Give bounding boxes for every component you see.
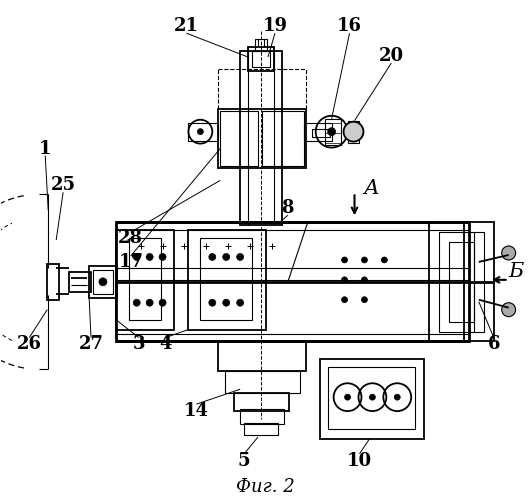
Bar [449,242,474,322]
Bar [324,118,340,144]
Text: 14: 14 [184,402,209,420]
Text: А: А [364,179,379,198]
Bar [89,266,117,298]
Text: 8: 8 [281,199,294,217]
Circle shape [370,394,375,400]
Bar [220,111,258,166]
Bar [116,222,469,342]
Circle shape [222,299,230,306]
Circle shape [341,296,348,302]
Text: 28: 28 [118,229,143,247]
Bar [240,409,284,424]
Text: 5: 5 [238,452,251,470]
Bar [200,238,252,320]
Bar [218,342,306,372]
Circle shape [146,299,153,306]
Text: Б: Б [508,262,523,281]
Bar [69,272,91,292]
Text: 25: 25 [50,176,76,194]
Bar [129,238,160,320]
Bar [320,360,424,439]
Text: 16: 16 [337,17,362,35]
Text: 1: 1 [39,140,52,158]
Text: 4: 4 [159,336,172,353]
Bar [429,222,494,342]
Bar [304,122,332,140]
Circle shape [341,277,348,283]
Bar [262,111,304,166]
Bar [240,51,282,225]
Bar [328,368,415,429]
Bar [244,423,278,435]
Circle shape [344,122,363,142]
Text: 21: 21 [174,17,199,35]
Circle shape [133,254,140,260]
Bar [225,372,300,393]
Circle shape [345,394,350,400]
Text: 20: 20 [379,47,404,65]
Bar [439,232,484,332]
Circle shape [362,277,367,283]
Circle shape [99,278,107,286]
Bar [348,120,359,142]
Text: Фиг. 2: Фиг. 2 [236,478,294,496]
Circle shape [502,302,516,316]
Circle shape [381,257,387,263]
Circle shape [362,296,367,302]
Bar [47,264,59,300]
Bar [116,230,174,330]
Circle shape [209,299,216,306]
Bar [234,393,289,411]
Bar [93,270,113,294]
Circle shape [146,254,153,260]
Text: 17: 17 [118,253,143,271]
Text: 3: 3 [132,336,145,353]
Circle shape [237,299,244,306]
Circle shape [222,254,230,260]
Circle shape [198,128,203,134]
Text: 27: 27 [79,336,104,353]
Circle shape [395,394,400,400]
Text: 19: 19 [262,17,287,35]
Text: 6: 6 [487,336,500,353]
Bar [218,109,306,168]
Bar [189,230,266,330]
Bar [248,47,274,71]
Bar [189,122,218,140]
Circle shape [209,254,216,260]
Circle shape [341,257,348,263]
Circle shape [237,254,244,260]
Circle shape [502,246,516,260]
Bar [312,128,330,136]
Circle shape [362,257,367,263]
Circle shape [159,299,166,306]
Bar [252,51,270,67]
Circle shape [133,299,140,306]
Text: 10: 10 [347,452,372,470]
Circle shape [159,254,166,260]
Bar [255,39,267,51]
Text: 26: 26 [17,336,42,353]
Circle shape [328,128,336,136]
